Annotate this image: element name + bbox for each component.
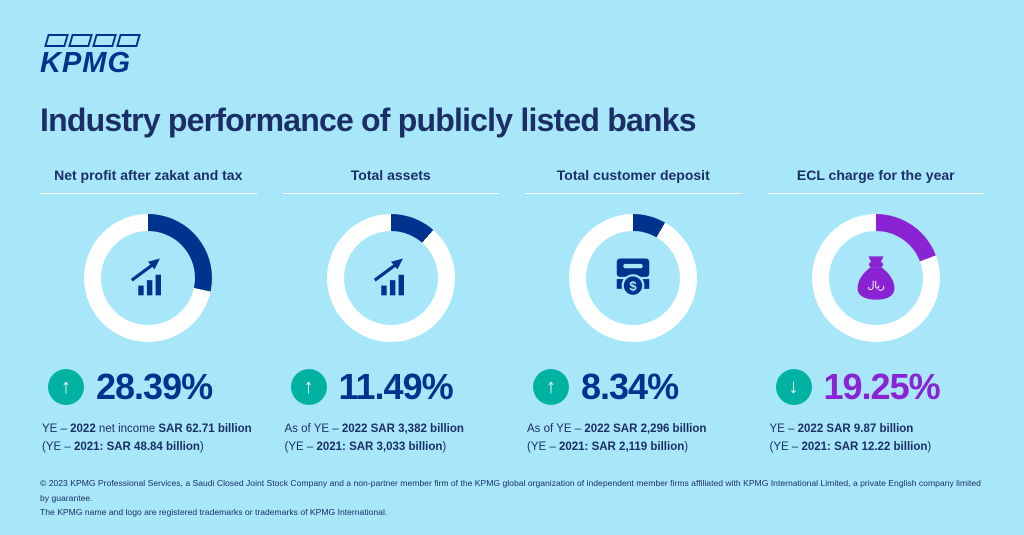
percent-row: ↑ 11.49% [283, 366, 500, 408]
detail-line-prior: (YE – 2021: SAR 12.22 billion) [769, 441, 932, 454]
percent-row: ↑ 8.34% [525, 366, 742, 408]
dollar-glyph: $ [630, 278, 638, 293]
metric-title: Net profit after zakat and tax [40, 167, 257, 194]
detail-line-prior: (YE – 2021: SAR 3,033 billion) [284, 441, 447, 454]
metric-column-customer-deposit: Total customer deposit $ [525, 167, 742, 457]
donut-hole: ريال [828, 231, 923, 325]
percent-value: 11.49% [338, 366, 454, 407]
kpmg-wordmark: KPMG [40, 47, 131, 79]
growth-bars-icon [131, 258, 162, 296]
money-bag-icon: ريال [857, 256, 895, 300]
detail-line-current: As of YE – 2022 SAR 3,382 billion [284, 423, 464, 435]
donut-hole [101, 231, 196, 325]
arrow-glyph: ↑ [546, 376, 556, 398]
metric-column-ecl-charge: ECL charge for the year ريال ↓ [767, 167, 985, 457]
detail-line-prior: (YE – 2021: SAR 2,119 billion) [527, 441, 689, 454]
metric-title: Total customer deposit [525, 167, 742, 194]
logo-pane-icon [92, 34, 117, 47]
donut-chart-net-profit [84, 214, 213, 342]
metric-details: YE – 2022 net income SAR 62.71 billion (… [40, 420, 257, 457]
trend-up-icon: ↑ [533, 369, 569, 405]
donut-chart-total-assets [326, 214, 455, 342]
donut-hole: $ [586, 231, 681, 325]
logo-pane-icon [44, 34, 69, 47]
percent-row: ↓ 19.25% [768, 366, 985, 408]
arrow-glyph: ↓ [788, 376, 799, 398]
metric-column-total-assets: Total assets ↑ [282, 167, 500, 457]
detail-line-prior: (YE – 2021: SAR 48.84 billion) [42, 441, 204, 454]
percent-row: ↑ 28.39% [40, 366, 257, 408]
logo-pane-icon [116, 34, 141, 47]
riyal-glyph: ريال [867, 280, 885, 291]
kpmg-logo: KPMG [40, 34, 141, 79]
percent-value: 8.34% [581, 366, 679, 407]
metric-details: As of YE – 2022 SAR 2,296 billion (YE – … [525, 420, 742, 457]
donut-wrap: ريال [768, 214, 985, 342]
percent-value: 19.25% [823, 366, 941, 407]
arrow-glyph: ↑ [61, 376, 71, 398]
growth-bars-icon [373, 258, 404, 296]
metric-title: Total assets [282, 167, 499, 194]
footer-line-1: © 2023 KPMG Professional Services, a Sau… [40, 478, 981, 503]
arrow-glyph: ↑ [303, 376, 314, 398]
page-title: Industry performance of publicly listed … [40, 102, 697, 138]
metrics-grid: Net profit after zakat and tax [40, 167, 984, 457]
detail-line-current: YE – 2022 SAR 9.87 billion [769, 423, 914, 435]
donut-hole [343, 231, 438, 325]
kpmg-logo-panes-icon [44, 34, 141, 47]
atm-deposit-icon: $ [617, 258, 650, 297]
metric-details: As of YE – 2022 SAR 3,382 billion (YE – … [283, 420, 500, 457]
donut-chart-ecl-charge: ريال [811, 214, 940, 342]
detail-line-current: YE – 2022 net income SAR 62.71 billion [42, 423, 252, 435]
trend-up-icon: ↑ [48, 369, 84, 405]
trend-up-icon: ↑ [290, 369, 327, 405]
donut-wrap: $ [525, 214, 742, 342]
metric-details: YE – 2022 SAR 9.87 billion (YE – 2021: S… [768, 420, 985, 457]
footer-line-2: The KPMG name and logo are registered tr… [40, 506, 388, 517]
donut-chart-customer-deposit: $ [569, 214, 698, 342]
metric-title: ECL charge for the year [767, 167, 984, 194]
metric-column-net-profit: Net profit after zakat and tax [40, 167, 257, 457]
legal-footer: © 2023 KPMG Professional Services, a Sau… [40, 476, 984, 519]
donut-wrap [283, 214, 500, 342]
logo-pane-icon [68, 34, 93, 47]
donut-wrap [40, 214, 257, 342]
trend-down-icon: ↓ [775, 369, 812, 405]
detail-line-current: As of YE – 2022 SAR 2,296 billion [527, 423, 707, 435]
percent-value: 28.39% [96, 366, 213, 407]
